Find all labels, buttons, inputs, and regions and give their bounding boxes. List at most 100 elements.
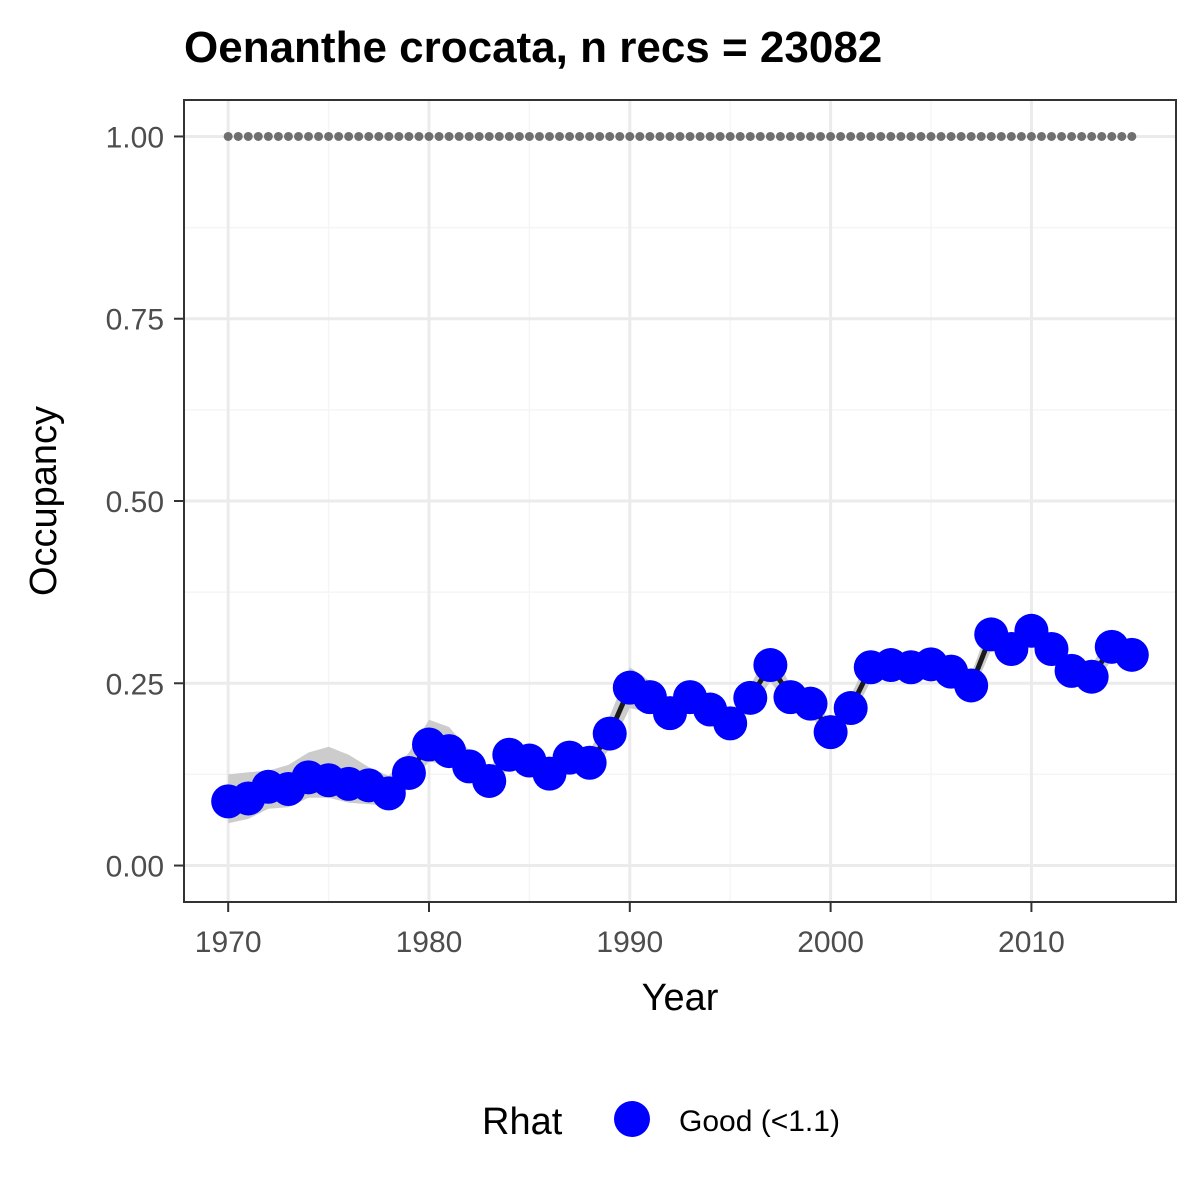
x-tick-label: 1990 <box>596 926 663 959</box>
reference-dot <box>785 131 795 141</box>
reference-dot <box>926 131 936 141</box>
reference-dot <box>1117 131 1127 141</box>
reference-dot <box>1097 131 1107 141</box>
reference-dot <box>916 131 926 141</box>
reference-dot <box>474 131 484 141</box>
reference-dot <box>956 131 966 141</box>
reference-dot <box>856 131 866 141</box>
reference-dot <box>795 131 805 141</box>
reference-dot <box>334 131 344 141</box>
reference-dot <box>293 131 303 141</box>
reference-dot <box>866 131 876 141</box>
reference-dot <box>504 131 514 141</box>
reference-dot <box>725 131 735 141</box>
data-point-2015 <box>1114 637 1149 672</box>
data-point-2007 <box>954 668 989 703</box>
reference-dot <box>434 131 444 141</box>
legend-key-point <box>614 1101 650 1137</box>
reference-dot <box>464 131 474 141</box>
y-axis-title: Occupancy <box>23 406 65 596</box>
data-point-2000 <box>813 715 848 750</box>
data-point-2011 <box>1034 632 1069 667</box>
reference-dot <box>745 131 755 141</box>
reference-dot <box>595 131 605 141</box>
reference-dot <box>575 131 585 141</box>
reference-dot <box>906 131 916 141</box>
reference-dot <box>665 131 675 141</box>
data-point-1999 <box>793 686 828 721</box>
reference-dot <box>765 131 775 141</box>
reference-dot <box>233 131 243 141</box>
reference-dot <box>344 131 354 141</box>
reference-dot <box>585 131 595 141</box>
reference-dot <box>404 131 414 141</box>
y-axis-ticks: 0.00 0.25 0.50 0.75 1.00 <box>106 121 184 884</box>
reference-dot <box>1077 131 1087 141</box>
reference-dot <box>846 131 856 141</box>
reference-dot <box>775 131 785 141</box>
reference-dot <box>715 131 725 141</box>
reference-dot <box>816 131 826 141</box>
reference-dot <box>565 131 575 141</box>
reference-dot <box>976 131 986 141</box>
reference-dot <box>394 131 404 141</box>
reference-dot <box>243 131 253 141</box>
reference-dot <box>966 131 976 141</box>
reference-dot <box>1087 131 1097 141</box>
reference-dot <box>1046 131 1056 141</box>
reference-dot <box>806 131 816 141</box>
reference-dot <box>1107 131 1117 141</box>
reference-dot <box>1006 131 1016 141</box>
data-point-2013 <box>1074 659 1109 694</box>
y-tick-label: 0.25 <box>106 668 164 701</box>
reference-dot <box>314 131 324 141</box>
reference-dot <box>1067 131 1077 141</box>
reference-dot <box>354 131 364 141</box>
reference-dot <box>364 131 374 141</box>
reference-dot <box>755 131 765 141</box>
y-tick-label: 0.50 <box>106 486 164 519</box>
reference-dot <box>283 131 293 141</box>
x-axis-ticks: 1970 1980 1990 2000 2010 <box>195 902 1065 959</box>
legend-entry-good: Good (<1.1) <box>679 1105 840 1138</box>
reference-line-layer <box>223 131 1137 141</box>
reference-dot <box>534 131 544 141</box>
reference-dot <box>625 131 635 141</box>
reference-dot <box>655 131 665 141</box>
reference-dot <box>324 131 334 141</box>
reference-dot <box>705 131 715 141</box>
data-point-1979 <box>391 755 426 790</box>
reference-dot <box>414 131 424 141</box>
data-point-1989 <box>592 716 627 751</box>
x-tick-label: 1980 <box>396 926 463 959</box>
data-point-2001 <box>833 691 868 726</box>
reference-dot <box>876 131 886 141</box>
reference-dot <box>836 131 846 141</box>
reference-dot <box>384 131 394 141</box>
reference-dot <box>645 131 655 141</box>
legend: Rhat Good (<1.1) <box>482 1101 840 1143</box>
reference-dot <box>304 131 314 141</box>
x-tick-label: 1970 <box>195 926 262 959</box>
reference-dot <box>544 131 554 141</box>
reference-dot <box>263 131 273 141</box>
reference-dot <box>273 131 283 141</box>
reference-dot <box>1036 131 1046 141</box>
chart-title: Oenanthe crocata, n recs = 23082 <box>184 23 882 72</box>
reference-dot <box>1016 131 1026 141</box>
reference-dot <box>615 131 625 141</box>
reference-dot <box>695 131 705 141</box>
reference-dot <box>735 131 745 141</box>
reference-dot <box>444 131 454 141</box>
reference-dot <box>936 131 946 141</box>
y-tick-label: 0.75 <box>106 304 164 337</box>
reference-dot <box>635 131 645 141</box>
reference-dot <box>555 131 565 141</box>
data-point-1996 <box>733 680 768 715</box>
reference-dot <box>223 131 233 141</box>
x-tick-label: 2000 <box>797 926 864 959</box>
reference-dot <box>1127 131 1137 141</box>
data-point-1997 <box>753 648 788 683</box>
